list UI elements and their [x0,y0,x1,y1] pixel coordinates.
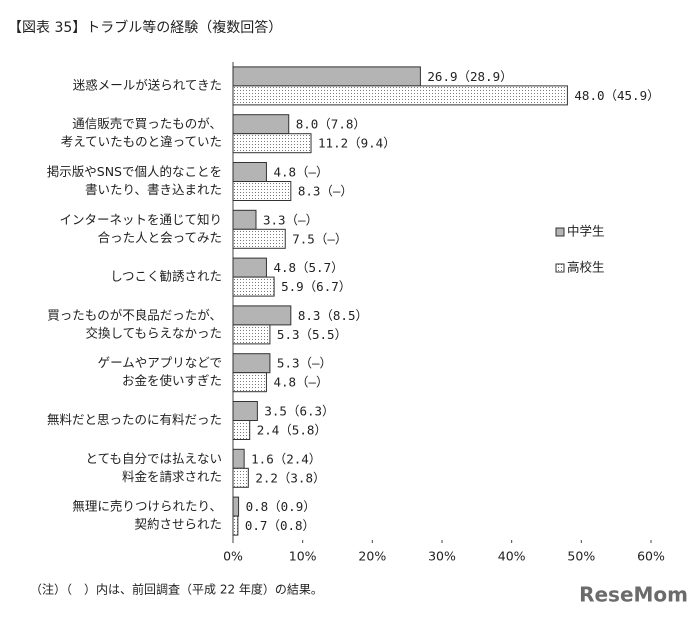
y-tick-label: 考えていたものと違っていた [61,134,222,149]
bar [232,372,267,393]
legend-label: 高校生 [567,260,605,275]
value-label: 0.7（0.8） [245,518,315,533]
bar [232,515,239,536]
y-tick-label: 料金を請求された [122,469,222,484]
bar [232,324,271,345]
bar [232,181,292,201]
bar [232,276,275,297]
bar [232,353,271,374]
x-tick-label: 10% [289,549,317,564]
y-tick-label: 掲示版やSNSで個人的なことを [47,164,222,179]
y-tick-label: お金を使いすぎた [122,373,222,388]
x-tick-label: 60% [637,549,665,564]
bar [232,420,251,440]
y-tick-label: 合った人と会ってみた [98,230,222,245]
y-tick-label: 迷惑メールが送られてきた [73,77,222,92]
bar [232,257,267,278]
x-tick-label: 30% [428,549,456,564]
value-label: 1.6（2.4） [251,451,321,466]
value-label: 4.8（–） [273,165,328,180]
bar [232,66,421,87]
y-tick-label: 書いたり、書き込まれた [85,182,222,197]
y-tick-label: しつこく勧誘された [110,269,222,284]
bar [232,401,258,421]
value-label: 5.9（6.7） [281,279,351,294]
value-label: 8.3（8.5） [298,308,368,323]
bar [232,496,240,517]
x-tick-label: 50% [567,549,595,564]
value-label: 8.0（7.8） [296,117,366,132]
note: （注）（ ）内は、前回調査（平成 22 年度）の結果。 [30,582,323,597]
y-tick-label: ゲームやアプリなどで [98,355,222,370]
value-label: 26.9（28.9） [427,69,512,84]
value-label: 3.3（–） [263,212,318,227]
legend-swatch [555,263,565,273]
y-tick-label: 通信販売で買ったものが、 [72,116,222,131]
watermark: ReseMom [579,583,688,607]
bar [232,305,292,326]
value-label: 8.3（–） [298,184,353,199]
value-label: 2.4（5.8） [257,423,327,438]
value-label: 7.5（–） [292,231,347,246]
chart-title: 【図表 35】トラブル等の経験（複数回答） [8,19,282,36]
x-tick-label: 40% [498,549,526,564]
x-tick-label: 0% [223,549,243,564]
y-tick-label: とても自分では払えない [85,451,222,466]
y-tick-label: 無理に売りつけられたり、 [72,499,222,514]
bar [232,133,312,154]
value-label: 4.8（5.7） [273,260,343,275]
value-label: 3.5（6.3） [264,404,334,419]
bar [232,467,249,488]
bar [232,162,267,182]
legend-label: 中学生 [567,224,605,239]
value-label: 4.8（–） [273,375,328,390]
y-tick-label: 交換してもらえなかった [85,325,222,340]
bar [232,114,290,135]
value-label: 0.8（0.9） [246,499,316,514]
x-tick-label: 20% [358,549,386,564]
y-tick-label: 無料だと思ったのに有料だった [47,412,222,427]
value-label: 48.0（45.9） [574,88,659,103]
value-label: 2.2（3.8） [255,470,325,485]
bar [232,85,568,106]
y-tick-label: 契約させられた [134,517,222,532]
bar [232,448,245,469]
value-label: 5.3（5.5） [277,327,347,342]
bar [232,209,257,230]
value-label: 5.3（–） [277,356,332,371]
y-tick-label: 買ったものが不良品だったが、 [47,307,222,322]
legend-swatch [555,227,565,237]
bar [232,228,286,249]
value-label: 11.2（9.4） [318,136,396,151]
y-tick-label: インターネットを通じて知り [59,212,222,227]
